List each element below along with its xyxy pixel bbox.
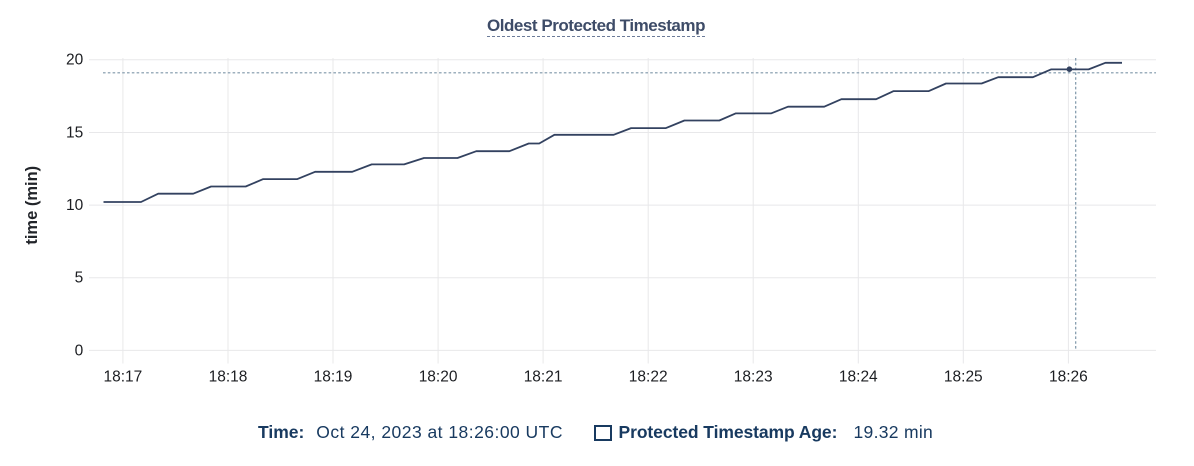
svg-text:18:18: 18:18 [209, 369, 248, 386]
svg-text:5: 5 [75, 270, 84, 287]
svg-text:18:20: 18:20 [419, 369, 458, 386]
svg-text:18:24: 18:24 [839, 369, 878, 386]
svg-text:18:22: 18:22 [629, 369, 668, 386]
svg-text:18:19: 18:19 [314, 369, 353, 386]
svg-text:10: 10 [66, 197, 84, 214]
svg-text:18:17: 18:17 [104, 369, 143, 386]
svg-text:18:25: 18:25 [944, 369, 983, 386]
svg-text:0: 0 [75, 342, 84, 359]
svg-text:18:23: 18:23 [734, 369, 773, 386]
svg-text:20: 20 [66, 52, 84, 69]
svg-text:18:26: 18:26 [1049, 369, 1088, 386]
svg-text:18:21: 18:21 [524, 369, 563, 386]
svg-text:15: 15 [66, 124, 83, 141]
